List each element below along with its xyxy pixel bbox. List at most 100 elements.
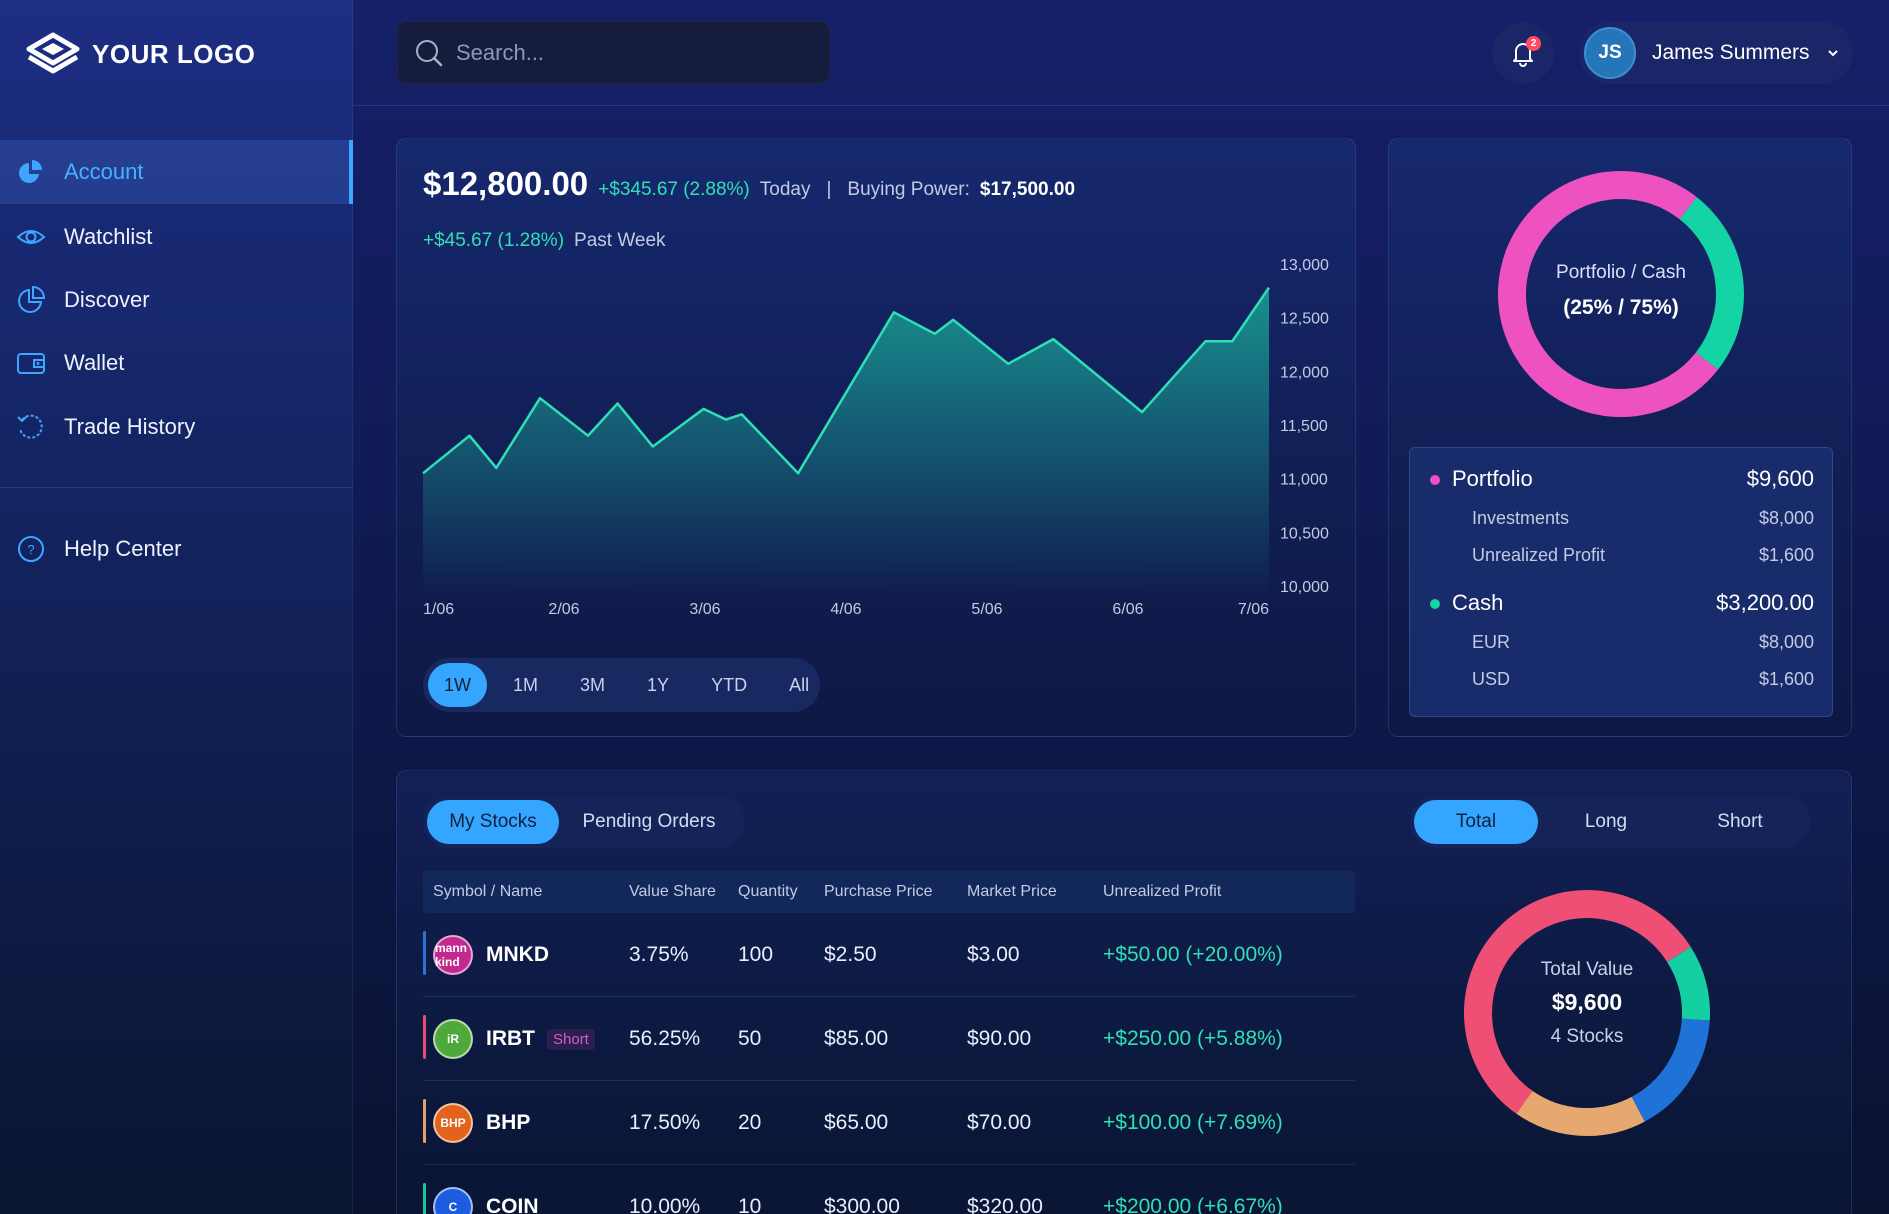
range-1w[interactable]: 1W [428,663,487,707]
col-market-price[interactable]: Market Price [967,883,1057,900]
separator: | [826,179,832,200]
chevron-down-icon [1827,50,1838,57]
tab-pending-orders[interactable]: Pending Orders [582,811,716,832]
sidebar-item-label: Help Center [64,536,182,561]
table-row[interactable]: iR IRBT Short 56.25% 50 $85.00 $90.00 +$250.00 … [423,997,1355,1081]
quantity: 20 [738,1111,762,1134]
sidebar-divider [0,487,353,488]
time-range-selector: 1W 1M 3M 1Y YTD All [423,658,820,712]
range-3m[interactable]: 3M [580,674,606,695]
stock-slice-coin [1666,946,1710,1021]
row-value: $1,600 [1758,545,1814,565]
filter-long[interactable]: Long [1584,811,1628,832]
market-price: $90.00 [967,1027,1032,1050]
row-value: $1,600 [1758,669,1814,689]
pie-chart-icon [19,160,42,183]
sidebar: YOUR LOGO Account Watchlist Discover Wal… [0,0,353,1214]
quantity: 10 [738,1195,762,1214]
table-row[interactable]: BHP BHP 17.50% 20 $65.00 $70.00 +$100.00 (+7.6… [423,1081,1355,1165]
row-value: $8,000 [1758,632,1814,652]
stock-slice-irbt [1464,890,1691,1114]
week-change-label: Past Week [574,230,666,251]
help-icon: ? [18,536,44,562]
wallet-icon [17,353,45,374]
value-share: 10.00% [629,1195,701,1214]
notifications-button[interactable]: 2 [1492,22,1554,84]
total-value: $9,600 [1551,989,1623,1015]
stocks-count: 4 Stocks [1550,1026,1624,1047]
history-icon [17,414,43,439]
top-bar: 2 JS James Summers [353,0,1889,106]
allocation-card: Portfolio / Cash (25% / 75%) Portfolio $… [1388,138,1852,737]
tab-my-stocks[interactable]: My Stocks [427,800,559,844]
market-price: $320.00 [967,1195,1043,1214]
unrealized-profit: +$200.00 (+6.67%) [1103,1195,1283,1214]
sidebar-item-trade-history[interactable]: Trade History [0,395,353,459]
search-box[interactable] [397,21,830,84]
today-change: +$345.67 (2.88%) [598,179,750,200]
cash-label: Cash [1452,590,1504,615]
y-tick-label: 12,000 [1280,364,1329,381]
balance-chart-card: $12,800.00 +$345.67 (2.88%) Today | Buyi… [396,138,1356,737]
stock-logo-icon: mann kind [433,935,473,975]
cash-dot [1430,599,1440,610]
stock-slice-mnkd [1631,1018,1710,1122]
notification-badge: 2 [1526,36,1541,51]
quantity: 50 [738,1027,762,1050]
purchase-price: $65.00 [824,1111,889,1134]
market-price: $3.00 [967,943,1020,966]
row-label: USD [1472,669,1511,689]
col-symbol[interactable]: Symbol / Name [433,883,543,900]
sidebar-item-help-center[interactable]: ? Help Center [0,517,353,581]
range-ytd[interactable]: YTD [711,674,748,695]
week-change-value: +$45.67 (1.28%) [423,230,565,251]
range-1m[interactable]: 1M [513,674,539,695]
range-all[interactable]: All [789,674,810,695]
row-value: $8,000 [1758,508,1814,528]
logo[interactable]: YOUR LOGO [26,32,255,76]
sidebar-item-wallet[interactable]: Wallet [0,331,353,395]
portfolio-row: Portfolio $9,600 [1430,466,1814,492]
stock-logo-icon: iR [433,1019,473,1059]
balance-area-chart: 1/06 2/06 3/06 4/06 5/06 6/06 7/06 13,000 12,500… [422,257,1329,618]
position-bar [423,931,426,975]
col-quantity[interactable]: Quantity [738,883,798,900]
col-purchase-price[interactable]: Purchase Price [824,883,933,900]
user-name: James Summers [1652,41,1810,64]
value-share: 3.75% [629,943,689,966]
logo-text: YOUR LOGO [92,38,256,69]
sidebar-item-account[interactable]: Account [0,140,353,204]
purchase-price: $85.00 [824,1027,889,1050]
filter-total[interactable]: Total [1414,800,1538,844]
y-tick-label: 11,500 [1280,418,1328,435]
stock-slice-bhp [1516,1090,1645,1136]
range-1y[interactable]: 1Y [647,674,670,695]
col-unrealized-profit[interactable]: Unrealized Profit [1103,883,1222,900]
search-input[interactable] [456,39,796,66]
allocation-slice-cash [1679,197,1744,370]
allocation-donut [1498,171,1744,417]
stocks-tabs: My Stocks Pending Orders [423,796,745,848]
quantity: 100 [738,943,774,966]
stock-symbol: MNKD [486,943,549,967]
today-label: Today [759,179,811,200]
purchase-price: $2.50 [824,943,877,966]
x-tick-label: 2/06 [548,601,579,618]
total-value-label: Total Value [1540,959,1634,980]
filter-short[interactable]: Short [1717,811,1763,832]
value-share: 17.50% [629,1111,701,1134]
sidebar-item-discover[interactable]: Discover [0,268,353,332]
market-price: $70.00 [967,1111,1032,1134]
user-menu[interactable]: JS James Summers [1579,22,1853,84]
sidebar-item-watchlist[interactable]: Watchlist [0,205,353,269]
unrealized-profit: +$100.00 (+7.69%) [1103,1111,1283,1134]
unrealized-profit: +$50.00 (+20.00%) [1103,943,1283,966]
short-tag: Short [547,1028,595,1050]
col-value-share[interactable]: Value Share [629,883,716,900]
logo-icon [26,32,80,74]
allocation-value: (25% / 75%) [1563,296,1679,319]
table-row[interactable]: C COIN 10.00% 10 $300.00 $320.00 +$200.00 (+6.… [423,1165,1355,1214]
area-fill [423,287,1269,596]
table-row[interactable]: mann kind MNKD 3.75% 100 $2.50 $3.00 +$50.00 (… [423,913,1355,997]
